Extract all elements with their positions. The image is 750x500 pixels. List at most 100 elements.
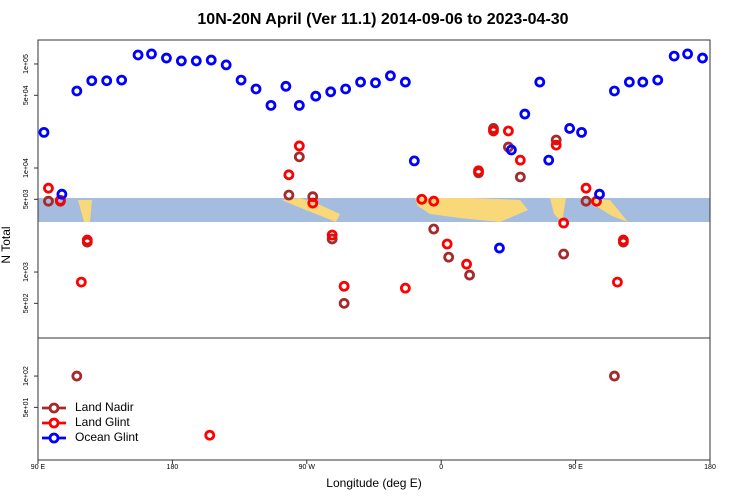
point — [697, 52, 708, 64]
x-tick-label: 180 — [167, 464, 179, 471]
point — [283, 189, 295, 201]
point — [293, 99, 305, 111]
point — [550, 134, 562, 146]
point — [385, 70, 396, 82]
point — [71, 370, 83, 382]
point — [307, 191, 319, 203]
point — [408, 155, 420, 167]
point — [399, 76, 411, 88]
point — [326, 233, 338, 245]
point — [564, 123, 576, 134]
point — [190, 55, 202, 67]
y-tick-label: 1e+03 — [23, 262, 30, 282]
point — [338, 280, 350, 292]
point — [250, 83, 262, 95]
point — [519, 108, 531, 120]
y-tick-label: 1e+02 — [23, 366, 30, 386]
point — [86, 75, 98, 87]
point — [488, 125, 499, 137]
point — [146, 48, 157, 60]
point — [55, 194, 66, 206]
point — [161, 52, 172, 64]
point — [534, 76, 546, 88]
point — [682, 48, 693, 60]
point — [558, 217, 570, 229]
point — [101, 75, 113, 87]
point — [441, 238, 453, 250]
point — [310, 90, 322, 102]
point — [514, 171, 526, 183]
point — [580, 182, 592, 194]
point — [637, 76, 649, 88]
point — [428, 195, 440, 207]
point — [443, 251, 455, 263]
point — [473, 165, 484, 177]
point — [370, 77, 381, 89]
point — [71, 85, 83, 97]
plot-frame — [37, 39, 711, 461]
point — [576, 126, 587, 138]
point — [464, 269, 475, 281]
x-axis-label: Longitude (deg E) — [326, 476, 421, 490]
point — [428, 223, 440, 235]
point — [652, 74, 664, 86]
y-tick-label: 5e+02 — [23, 293, 30, 313]
y-axis-label: N Total — [0, 226, 13, 263]
legend-label: Land Glint — [75, 415, 130, 429]
x-tick-label: 90 W — [299, 464, 316, 471]
chart-title: 10N-20N April (Ver 11.1) 2014-09-06 to 2… — [197, 11, 568, 28]
point — [612, 276, 623, 288]
point — [307, 197, 319, 209]
point — [81, 234, 93, 246]
point — [399, 282, 411, 294]
point — [43, 182, 54, 194]
point — [293, 140, 305, 152]
point — [326, 229, 338, 241]
point — [617, 234, 629, 246]
point — [494, 242, 505, 254]
point — [265, 99, 277, 111]
point — [580, 195, 592, 207]
point — [204, 429, 216, 441]
point — [550, 139, 562, 151]
point — [623, 76, 635, 88]
y-tick-label: 1e+04 — [23, 158, 30, 178]
legend-marker — [48, 417, 60, 429]
y-tick-label: 5e+01 — [23, 397, 30, 417]
point — [355, 76, 366, 88]
point — [175, 55, 187, 67]
point — [338, 297, 350, 309]
x-tick-label: 180 — [704, 464, 716, 471]
point — [325, 86, 337, 98]
point — [220, 59, 232, 71]
point — [283, 169, 295, 181]
map-strip — [38, 198, 710, 222]
point — [132, 49, 144, 61]
point — [43, 195, 54, 207]
point — [340, 83, 352, 95]
y-tick-label: 1e+05 — [23, 54, 30, 74]
point — [505, 144, 517, 156]
point — [56, 188, 68, 200]
point — [543, 154, 555, 166]
point — [38, 126, 50, 138]
point — [293, 151, 305, 163]
point — [461, 258, 472, 270]
point — [668, 50, 680, 62]
point — [75, 276, 87, 288]
point — [205, 54, 217, 66]
legend-label: Land Nadir — [75, 400, 134, 414]
y-tick-label: 5e+03 — [23, 189, 30, 209]
point — [594, 188, 605, 200]
x-tick-label: 0 — [439, 464, 443, 471]
point — [235, 74, 247, 86]
legend-marker — [48, 432, 60, 444]
legend-label: Ocean Glint — [75, 430, 139, 444]
point — [609, 85, 620, 97]
point — [502, 125, 514, 137]
x-tick-label: 90 E — [568, 464, 583, 471]
point — [280, 80, 292, 92]
legend-marker — [48, 402, 60, 414]
point — [609, 370, 620, 382]
